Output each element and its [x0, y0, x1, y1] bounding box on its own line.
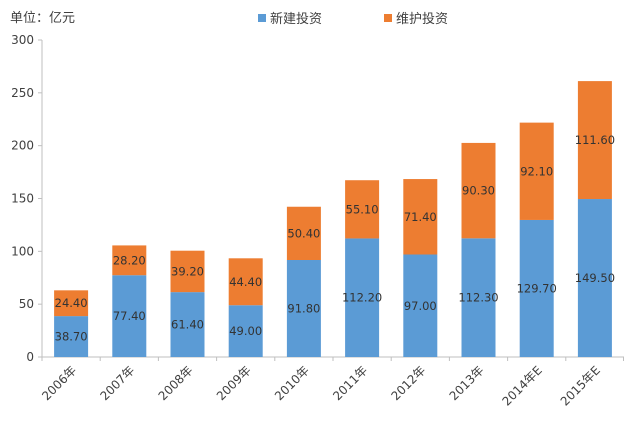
data-label: 77.40	[113, 309, 146, 323]
x-tick-label: 2014年E	[499, 363, 544, 408]
bar-segment	[286, 259, 321, 357]
bar-segment	[519, 122, 554, 220]
data-label: 49.00	[229, 324, 262, 338]
data-label: 44.40	[229, 275, 262, 289]
data-label: 28.20	[113, 253, 146, 267]
legend-swatch-maintenance-investment	[384, 14, 392, 22]
data-label: 24.40	[55, 296, 88, 310]
bar-segment	[577, 199, 612, 357]
bar-segment	[403, 254, 438, 357]
y-tick-label: 250	[11, 86, 34, 100]
data-label: 112.30	[458, 291, 498, 305]
bar-segment	[170, 250, 205, 293]
data-label: 91.80	[287, 301, 320, 315]
data-label: 61.40	[171, 318, 204, 332]
data-label: 97.00	[404, 299, 437, 313]
y-tick-label: 150	[11, 192, 34, 206]
x-tick-label: 2006年	[39, 363, 79, 403]
bar-segment	[345, 238, 380, 357]
bar-segment	[519, 219, 554, 357]
bar-segment	[54, 316, 89, 357]
x-tick-label: 2012年	[388, 363, 428, 403]
bar-segment	[286, 206, 321, 260]
data-label: 71.40	[404, 210, 437, 224]
x-tick-label: 2015年E	[558, 363, 603, 408]
data-label: 111.60	[575, 133, 615, 147]
y-tick-label: 200	[11, 139, 34, 153]
x-tick-label: 2010年	[272, 363, 312, 403]
x-tick-label: 2008年	[156, 363, 196, 403]
y-tick-label: 0	[26, 350, 34, 364]
x-tick-label: 2007年	[97, 363, 137, 403]
y-tick-label: 50	[19, 297, 34, 311]
data-label: 112.20	[342, 291, 382, 305]
x-tick-label: 2011年	[330, 363, 370, 403]
legend-label-maintenance-investment: 维护投资	[396, 11, 448, 27]
x-tick-label: 2013年	[447, 363, 487, 403]
data-label: 38.70	[55, 330, 88, 344]
bar-segment	[112, 245, 147, 276]
bar-segment	[112, 275, 147, 357]
bar-segment	[403, 179, 438, 255]
y-tick-label: 300	[11, 33, 34, 47]
legend-swatch-new-investment	[258, 14, 266, 22]
data-label: 55.10	[346, 202, 379, 216]
legend: 新建投资 维护投资	[258, 11, 448, 27]
data-label: 90.30	[462, 184, 495, 198]
bar-segment	[461, 238, 496, 357]
bar-segment	[461, 142, 496, 239]
bar-segment	[345, 180, 380, 239]
bar-segment	[228, 305, 263, 357]
data-label: 39.20	[171, 264, 204, 278]
legend-label-new-investment: 新建投资	[270, 11, 322, 27]
y-tick-label: 100	[11, 244, 34, 258]
data-labels: 38.70 24.40 77.40 28.20 61.40 39.20 49.00 44.40…	[55, 133, 615, 343]
bar-segment	[54, 290, 89, 317]
unit-label: 单位：亿元	[10, 11, 75, 26]
data-label: 129.70	[517, 281, 557, 295]
bars	[54, 81, 612, 357]
bar-segment	[170, 292, 205, 357]
data-label: 92.10	[520, 164, 553, 178]
data-label: 50.40	[287, 226, 320, 240]
data-label: 149.50	[575, 271, 615, 285]
bar-segment	[228, 258, 263, 306]
bar-segment	[577, 81, 612, 200]
x-tick-label: 2009年	[214, 363, 254, 403]
